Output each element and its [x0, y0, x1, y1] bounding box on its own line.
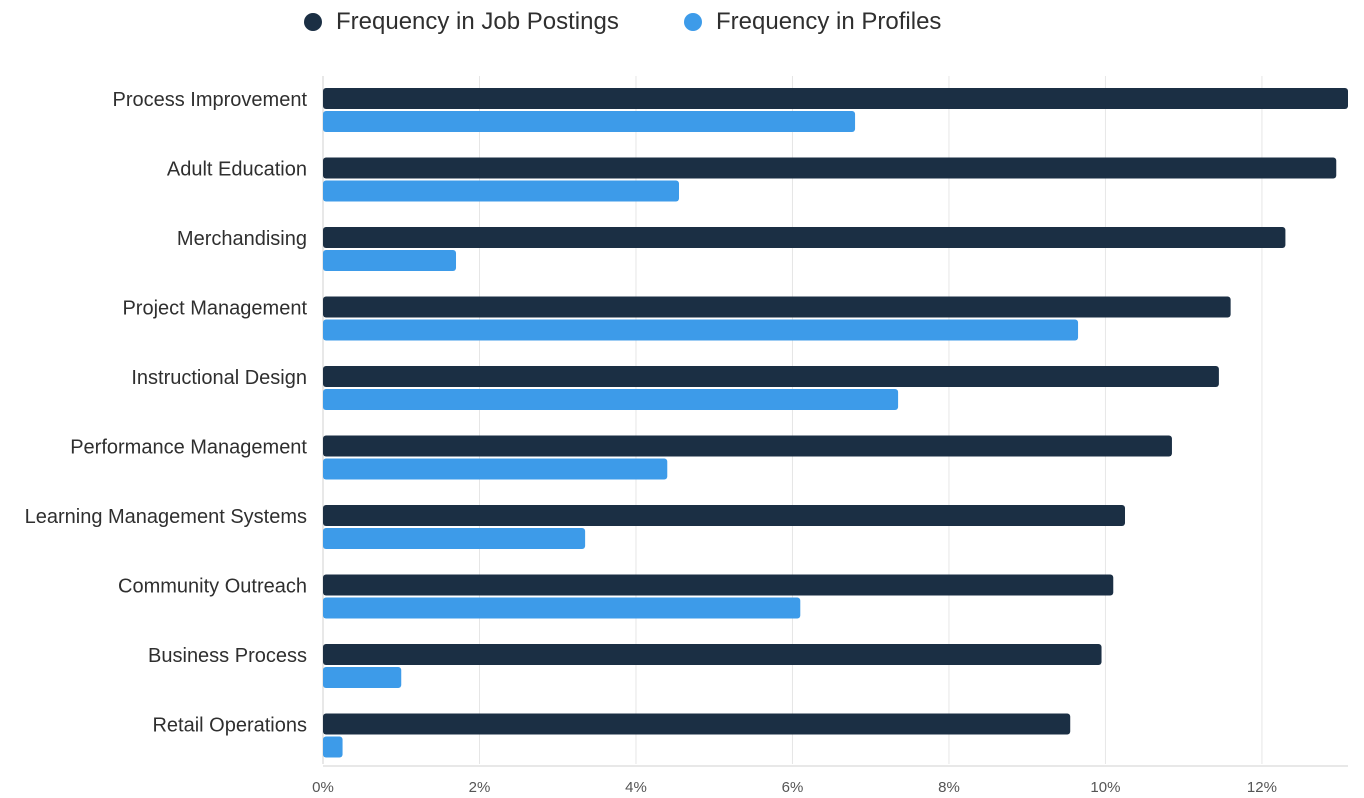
x-tick-label: 6% — [782, 779, 804, 796]
bar-profiles — [323, 736, 343, 758]
category-label: Merchandising — [177, 228, 307, 250]
bar-job-postings — [323, 157, 1337, 179]
bar-job-postings — [323, 435, 1172, 457]
category-label: Retail Operations — [152, 715, 307, 737]
bar-job-postings — [323, 227, 1286, 248]
legend-label-profiles: Frequency in Profiles — [716, 8, 942, 35]
x-tick-label: 2% — [469, 779, 491, 796]
bar-job-postings — [323, 505, 1126, 526]
legend-marker-profiles — [684, 13, 702, 31]
bar-profiles — [323, 667, 402, 688]
bar-job-postings — [323, 366, 1219, 387]
bar-job-postings — [323, 574, 1114, 596]
category-label: Performance Management — [70, 437, 307, 459]
x-tick-label: 12% — [1247, 779, 1277, 796]
bar-job-postings — [323, 296, 1231, 318]
category-label: Learning Management Systems — [25, 506, 307, 528]
legend-label-job-postings: Frequency in Job Postings — [336, 8, 619, 35]
legend-marker-job-postings — [304, 13, 322, 31]
category-label: Community Outreach — [118, 576, 307, 598]
legend-item-profiles[interactable]: Frequency in Profiles — [684, 6, 941, 38]
x-tick-label: 0% — [312, 779, 334, 796]
bar-job-postings — [323, 713, 1071, 735]
chart-legend: Frequency in Job Postings Frequency in P… — [0, 6, 1364, 38]
legend-item-job-postings[interactable]: Frequency in Job Postings — [304, 6, 619, 38]
bar-profiles — [323, 250, 457, 271]
x-tick-label: 8% — [938, 779, 960, 796]
x-tick-label: 10% — [1090, 779, 1120, 796]
category-label: Adult Education — [167, 159, 307, 181]
bar-profiles — [323, 180, 680, 202]
category-label: Project Management — [122, 298, 307, 320]
bar-profiles — [323, 597, 801, 619]
bar-job-postings — [323, 88, 1348, 109]
bar-job-postings — [323, 644, 1102, 665]
bar-profiles — [323, 111, 856, 132]
bar-profiles — [323, 458, 668, 480]
bar-profiles — [323, 528, 586, 549]
category-label: Instructional Design — [131, 367, 307, 389]
category-label: Business Process — [148, 645, 307, 667]
bar-profiles — [323, 389, 899, 410]
bar-profiles — [323, 319, 1079, 341]
category-label: Process Improvement — [112, 89, 307, 111]
x-tick-label: 4% — [625, 779, 647, 796]
